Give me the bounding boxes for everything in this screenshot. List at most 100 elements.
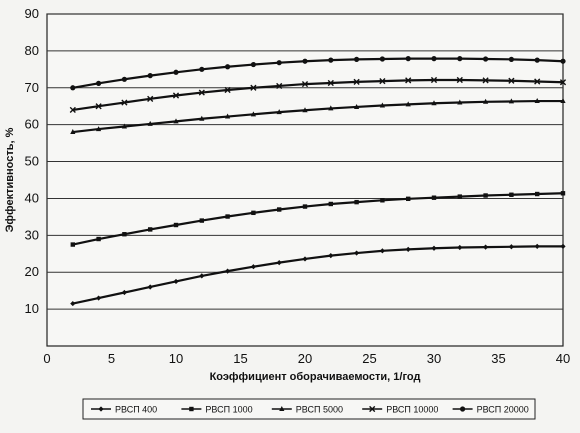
y-axis-title: Эффективность, % [4, 127, 16, 232]
y-tick-label: 40 [25, 190, 39, 205]
data-point [301, 80, 309, 88]
data-point [483, 56, 489, 62]
data-point [457, 194, 462, 199]
y-tick-label: 30 [25, 227, 39, 242]
data-point-stroke-b [301, 80, 309, 88]
legend: РВСП 400 РВСП 1000 РВСП 5000 РВСП 10000 РВСП… [82, 398, 536, 420]
data-point [379, 248, 385, 254]
data-point [508, 244, 514, 250]
data-point [302, 58, 308, 64]
x-axis-title: Коэффициент оборачиваемости, 1/год [210, 371, 421, 383]
series-line-2 [72, 192, 564, 246]
legend-label: РВСП 10000 [386, 405, 438, 415]
data-point [560, 243, 566, 249]
data-point-stroke-b [508, 77, 515, 84]
data-point [95, 103, 102, 110]
data-point [96, 126, 102, 132]
data-point [431, 245, 437, 251]
data-point [430, 76, 438, 84]
data-point-stroke-b [379, 78, 386, 85]
data-point [534, 243, 540, 249]
y-tick-label: 20 [25, 264, 39, 279]
legend-item: РВСП 1000 [181, 405, 253, 415]
data-point [560, 98, 566, 104]
data-point [534, 98, 540, 104]
data-point-stroke-b [224, 86, 231, 94]
legend-label: РВСП 1000 [205, 405, 252, 415]
legend-swatch-marker [98, 406, 104, 412]
x-tick-label: 0 [43, 351, 50, 366]
data-point-stroke-b [198, 89, 205, 96]
data-point-stroke-b [172, 92, 180, 99]
data-point-stroke-b [121, 99, 128, 106]
data-point [69, 106, 76, 114]
data-point [276, 260, 282, 266]
data-point [121, 123, 127, 129]
data-point [508, 77, 515, 84]
data-point [250, 264, 256, 270]
y-tick-label: 80 [25, 43, 39, 58]
data-point [535, 191, 540, 197]
legend-label: РВСП 20000 [477, 405, 529, 415]
x-tick-label: 25 [362, 351, 376, 366]
data-point [379, 102, 385, 108]
data-point [456, 76, 463, 84]
data-point-stroke-b [430, 76, 438, 84]
data-point [148, 227, 153, 232]
data-point [147, 95, 154, 102]
data-point [121, 76, 127, 82]
data-point [199, 115, 205, 121]
data-point [380, 198, 385, 203]
legend-swatch-marker-stroke-b [369, 405, 376, 413]
y-tick-label: 90 [25, 6, 39, 21]
x-tick-label: 40 [556, 351, 570, 366]
data-point [250, 84, 257, 91]
data-point [508, 98, 514, 104]
series-5 [70, 56, 566, 91]
x-tick-label: 20 [298, 351, 312, 366]
legend-item: РВСП 400 [91, 405, 157, 415]
data-point [509, 192, 514, 197]
data-point [379, 78, 386, 85]
data-point [224, 86, 231, 94]
data-point [251, 210, 256, 216]
data-point [354, 103, 360, 109]
series-line-5 [72, 57, 564, 89]
data-point [199, 66, 205, 72]
data-point-stroke-b [405, 77, 412, 84]
data-point [121, 289, 127, 296]
data-point [199, 218, 204, 223]
data-point [483, 244, 489, 250]
series-1 [70, 243, 566, 307]
data-point [534, 57, 540, 63]
series-3 [70, 98, 566, 135]
data-point [353, 78, 360, 85]
data-point [534, 78, 541, 85]
data-point [199, 273, 205, 279]
series-2 [70, 191, 566, 247]
y-tick-label: 60 [25, 117, 39, 132]
data-point [328, 105, 334, 111]
data-point [328, 57, 334, 63]
data-point [70, 129, 76, 135]
x-tick-label: 5 [108, 351, 115, 366]
data-point [147, 120, 153, 126]
data-point [457, 56, 463, 62]
data-point [173, 278, 179, 285]
gridlines [47, 13, 563, 310]
x-tick-label: 10 [169, 351, 183, 366]
y-tick-label: 50 [25, 154, 39, 169]
series-line-4 [72, 78, 564, 111]
data-point [405, 246, 411, 252]
data-point [122, 232, 127, 237]
data-point [172, 92, 180, 99]
data-point [70, 242, 75, 247]
legend-item: РВСП 5000 [271, 405, 343, 415]
data-point [173, 222, 179, 228]
data-point [327, 79, 334, 87]
data-point [560, 191, 566, 196]
data-point-stroke-b [276, 82, 283, 90]
x-tick-label: 30 [427, 351, 441, 366]
data-point-stroke-b [327, 79, 334, 87]
